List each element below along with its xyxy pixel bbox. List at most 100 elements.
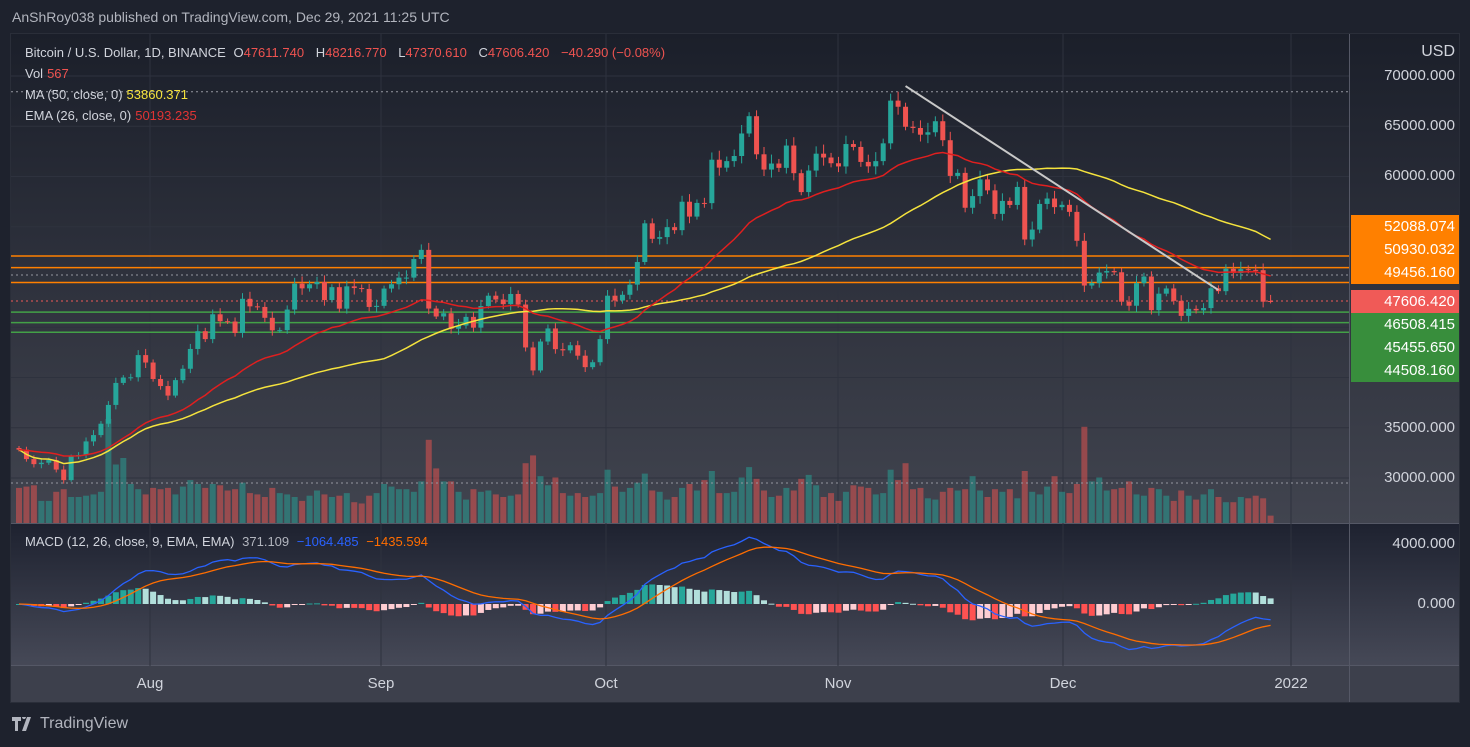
macd-histogram-bar xyxy=(798,604,805,614)
volume-bar xyxy=(723,493,730,523)
candle-body xyxy=(187,348,193,369)
ma-legend[interactable]: MA (50, close, 0) 53860.371 xyxy=(25,87,192,102)
macd-histogram-bar xyxy=(835,604,842,613)
candle-body xyxy=(165,386,171,396)
volume-bar xyxy=(1260,498,1267,523)
macd-histogram-bar xyxy=(157,595,164,604)
macd-histogram-bar xyxy=(805,604,812,615)
candle-body xyxy=(247,298,253,307)
candle-body xyxy=(552,328,558,350)
volume-bar xyxy=(664,499,671,523)
macd-histogram-bar xyxy=(932,604,939,606)
volume-bar xyxy=(1155,489,1162,523)
volume-bar xyxy=(895,480,902,523)
candle-body xyxy=(508,293,514,305)
open-value: 47611.740 xyxy=(243,45,305,60)
macd-histogram-bar xyxy=(850,604,857,610)
volume-legend[interactable]: Vol 567 xyxy=(25,66,73,81)
macd-histogram-bar xyxy=(1088,604,1095,616)
volume-bar xyxy=(530,455,537,523)
macd-histogram-bar xyxy=(753,595,760,604)
volume-bar xyxy=(977,490,984,523)
volume-bar xyxy=(254,494,261,523)
ema-value: 50193.235 xyxy=(135,108,197,123)
macd-histogram-bar xyxy=(999,604,1006,619)
volume-bar xyxy=(753,478,760,523)
volume-bar xyxy=(835,500,842,523)
candle-body xyxy=(292,283,298,310)
candle-body xyxy=(403,277,409,279)
candle-body xyxy=(46,460,52,463)
macd-histogram-bar xyxy=(358,604,365,609)
macd-legend[interactable]: MACD (12, 26, close, 9, EMA, EMA) 371.10… xyxy=(25,534,432,549)
high-label: H xyxy=(315,45,326,60)
volume-bar xyxy=(395,489,402,523)
macd-histogram-bar xyxy=(440,604,447,614)
macd-histogram-bar xyxy=(656,584,663,604)
macd-histogram-bar xyxy=(984,604,991,619)
candle-body xyxy=(575,345,581,356)
macd-histogram-bar xyxy=(1096,604,1103,616)
volume-bar xyxy=(559,493,566,523)
macd-histogram-bar xyxy=(321,604,328,606)
macd-histogram-bar xyxy=(53,604,60,607)
volume-bar xyxy=(805,474,812,523)
candle-body xyxy=(917,127,923,135)
chart-frame[interactable]: Bitcoin / U.S. Dollar, 1D, BINANCE O4761… xyxy=(10,33,1460,703)
candle-body xyxy=(1059,204,1065,208)
candle-body xyxy=(381,288,387,306)
resistance-label: 50930.032 xyxy=(1351,238,1459,261)
volume-bar xyxy=(1163,495,1170,523)
macd-histogram-bar xyxy=(45,604,52,607)
candle-body xyxy=(1178,300,1184,316)
macd-tick: 4000.000 xyxy=(1392,535,1455,552)
candle-body xyxy=(53,460,59,470)
candle-body xyxy=(1193,308,1199,311)
ema-legend[interactable]: EMA (26, close, 0) 50193.235 xyxy=(25,108,201,123)
price-chart[interactable] xyxy=(11,34,1460,703)
candle-body xyxy=(903,106,909,127)
trend-line xyxy=(905,85,1219,291)
candle-body xyxy=(1134,283,1139,306)
candle-body xyxy=(150,362,156,380)
macd-histogram-bar xyxy=(597,604,604,608)
macd-histogram-bar xyxy=(448,604,455,616)
macd-histogram-bar xyxy=(1148,604,1155,610)
candle-body xyxy=(716,159,722,168)
x-tick: Sep xyxy=(367,675,395,692)
volume-bar xyxy=(194,484,201,523)
volume-bar xyxy=(232,489,239,523)
macd-histogram-bar xyxy=(977,604,984,619)
currency-label[interactable]: USD xyxy=(1421,43,1455,60)
volume-bar xyxy=(209,484,216,523)
macd-histogram-bar xyxy=(701,591,708,604)
tradingview-logo[interactable]: TradingView xyxy=(12,715,128,733)
candle-body xyxy=(523,304,529,348)
macd-histogram-bar xyxy=(612,597,618,604)
volume-bar xyxy=(165,487,171,523)
candle-body xyxy=(858,146,864,162)
volume-bar xyxy=(403,489,410,523)
volume-bar xyxy=(1111,489,1118,523)
candle-body xyxy=(1208,288,1214,309)
volume-bar xyxy=(1222,502,1229,523)
candle-body xyxy=(657,237,663,239)
candle-body xyxy=(1268,301,1274,303)
volume-bar xyxy=(97,491,104,523)
volume-bar xyxy=(1118,487,1125,523)
candle-body xyxy=(366,288,372,307)
macd-histogram-bar xyxy=(209,595,216,604)
y-tick: 30000.000 xyxy=(1384,469,1455,486)
volume-bar xyxy=(999,491,1006,523)
candle-body xyxy=(768,163,774,170)
volume-bar xyxy=(1230,502,1237,523)
volume-bar xyxy=(1096,477,1103,523)
macd-histogram-bar xyxy=(224,596,231,604)
time-axis[interactable] xyxy=(11,666,1460,703)
candle-body xyxy=(351,286,357,289)
volume-bar xyxy=(53,491,60,523)
volume-bar xyxy=(939,491,946,523)
candle-body xyxy=(612,295,618,301)
candle-body xyxy=(545,328,551,342)
macd-histogram-bar xyxy=(433,604,440,612)
